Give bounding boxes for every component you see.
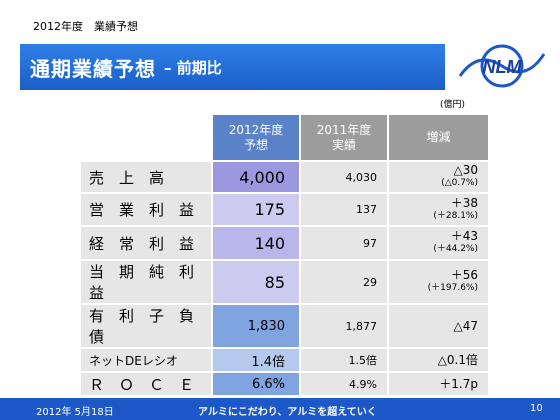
table-row: ネットDEレシオ 1.4倍 1.5倍 △0.1倍 (79, 347, 490, 373)
cell-2012: 175 (211, 192, 301, 227)
header-text: 予想 (243, 137, 268, 152)
change-value: ＋56 (450, 268, 478, 282)
header-text: 増減 (426, 130, 451, 144)
cell-change: △47 (387, 303, 490, 349)
change-pct: (＋28.1%) (433, 210, 478, 221)
header-text: 実績 (331, 137, 356, 152)
table-row: 当 期 純 利 益 85 29 ＋56 (＋197.6%) (79, 259, 490, 305)
row-label-text: 売 上 高 (89, 168, 165, 187)
cell-change: △30 (△0.7%) (387, 160, 490, 194)
row-label-text: 経 常 利 益 (89, 234, 195, 253)
cell-2012: 6.6% (211, 371, 301, 397)
performance-table: 2012年度 予想 2011年度 実績 増減 売 上 高 4,000 4,030… (79, 113, 490, 397)
cell-2011: 4.9% (299, 371, 389, 397)
row-label: Ｒ Ｏ Ｃ Ｅ (79, 371, 213, 397)
slide-title-bar: 通期業績予想 – 前期比 (20, 44, 445, 90)
row-label: ネットDEレシオ (79, 347, 213, 373)
header-blank-cell (79, 113, 213, 162)
cell-2011: 97 (299, 225, 389, 261)
header-text: 2012年度 (228, 122, 284, 137)
change-pct: (＋44.2%) (433, 244, 478, 254)
cell-2011: 1,877 (299, 303, 389, 349)
cell-2011: 29 (299, 259, 389, 305)
cell-2012: 4,000 (211, 160, 301, 194)
table-row: 有 利 子 負 債 1,830 1,877 △47 (79, 303, 490, 349)
row-label: 有 利 子 負 債 (79, 303, 213, 349)
row-label-text: 営 業 利 益 (89, 201, 195, 219)
row-label: 当 期 純 利 益 (79, 259, 213, 305)
cell-change: ＋1.7p (387, 371, 490, 397)
change-value: ＋38 (450, 195, 478, 210)
slide-footer: 2012年 5月18日 アルミにこだわり、アルミを超えていく 10 (0, 398, 560, 420)
cell-change: △0.1倍 (387, 347, 490, 373)
cell-change: ＋43 (＋44.2%) (387, 225, 490, 261)
change-pct: (＋197.6%) (427, 283, 478, 293)
header-change: 増減 (387, 113, 490, 162)
row-label-text: 有 利 子 負 債 (89, 307, 210, 346)
cell-2012: 140 (211, 225, 301, 261)
cell-change: ＋56 (＋197.6%) (387, 259, 490, 305)
footer-date: 2012年 5月18日 (36, 407, 114, 418)
row-label: 経 常 利 益 (79, 225, 213, 261)
table-row: Ｒ Ｏ Ｃ Ｅ 6.6% 4.9% ＋1.7p (79, 371, 490, 397)
cell-change: ＋38 (＋28.1%) (387, 192, 490, 227)
table-row: 経 常 利 益 140 97 ＋43 (＋44.2%) (79, 225, 490, 261)
nlm-logo: NLM (458, 44, 546, 88)
table-row: 営 業 利 益 175 137 ＋38 (＋28.1%) (79, 192, 490, 227)
slide-title: 通期業績予想 (30, 56, 156, 81)
table-header-row: 2012年度 予想 2011年度 実績 増減 (79, 113, 490, 162)
cell-2011: 1.5倍 (299, 347, 389, 373)
page-number: 10 (530, 403, 543, 414)
change-pct: (△0.7%) (441, 178, 478, 188)
row-label: 営 業 利 益 (79, 192, 213, 227)
cell-2011: 4,030 (299, 160, 389, 194)
footer-slogan: アルミにこだわり、アルミを超えていく (198, 407, 377, 418)
change-value: △30 (453, 163, 479, 177)
cell-2012: 85 (211, 259, 301, 305)
cell-2012: 1,830 (211, 303, 301, 349)
logo-text: NLM (483, 57, 523, 77)
row-label-text: Ｒ Ｏ Ｃ Ｅ (89, 375, 195, 394)
unit-label: (億円) (440, 100, 466, 110)
row-label-text: ネットDEレシオ (89, 353, 178, 368)
header-2012-forecast: 2012年度 予想 (211, 113, 301, 162)
cell-2011: 137 (299, 192, 389, 227)
row-label-text: 当 期 純 利 益 (89, 263, 210, 302)
header-2011-actual: 2011年度 実績 (299, 113, 389, 162)
row-label: 売 上 高 (79, 160, 213, 194)
header-text: 2011年度 (316, 122, 372, 137)
cell-2012: 1.4倍 (211, 347, 301, 373)
change-value: ＋43 (450, 229, 478, 243)
slide-section-label: 2012年度 業績予想 (33, 20, 138, 33)
slide-subtitle: – 前期比 (164, 58, 222, 77)
table-row: 売 上 高 4,000 4,030 △30 (△0.7%) (79, 160, 490, 194)
